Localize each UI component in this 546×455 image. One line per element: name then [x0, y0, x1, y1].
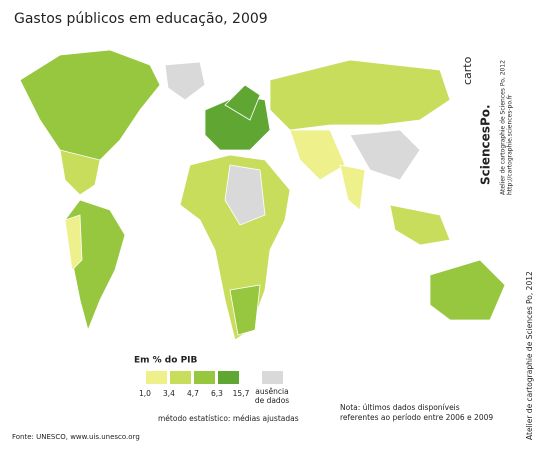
world-map — [19, 49, 506, 341]
brand: carto — [461, 56, 474, 85]
no-data-label: ausência — [255, 387, 288, 396]
atelier: Atelier de cartographie de Sciences Po, … — [500, 60, 507, 195]
legend-swatch — [170, 371, 191, 384]
legend-swatch — [218, 371, 239, 384]
credits: carto SciencesPo. Atelier de cartographi… — [461, 56, 534, 440]
side-credit: Atelier de cartographie de Sciences Po, … — [525, 271, 534, 440]
legend-break: 1,0 — [139, 389, 151, 398]
url: http://cartographie.sciences-po.fr — [507, 94, 514, 195]
legend-swatch — [146, 371, 167, 384]
legend-swatch — [194, 371, 215, 384]
legend-break: 3,4 — [163, 389, 175, 398]
no-data-swatch — [262, 371, 283, 384]
note-line: Nota: últimos dados disponíveis — [340, 403, 460, 412]
legend-title: Em % do PIB — [134, 356, 198, 366]
no-data-label: de dados — [255, 396, 289, 405]
method: método estatístico: médias ajustadas — [158, 414, 299, 423]
legend-break: 6,3 — [211, 389, 223, 398]
logo: SciencesPo. — [479, 104, 493, 185]
note-line: referentes ao período entre 2006 e 2009 — [340, 413, 493, 422]
legend-break: 4,7 — [187, 389, 199, 398]
title: Gastos públicos em educação, 2009 — [14, 11, 268, 27]
legend-break: 15,7 — [233, 389, 250, 398]
source: Fonte: UNESCO, www.uis.unesco.org — [12, 433, 140, 441]
